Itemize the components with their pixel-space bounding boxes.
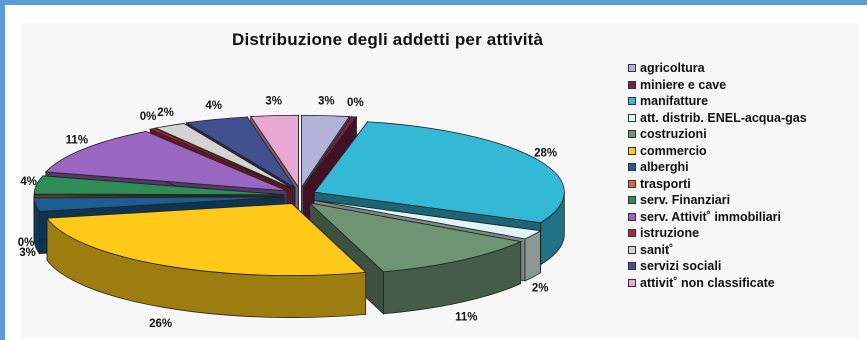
legend-swatch — [628, 278, 636, 287]
chart-title: Distribuzione degli addetti per attività — [232, 30, 544, 49]
legend-item: serv. Finanziari — [628, 192, 807, 209]
legend-swatch — [628, 229, 636, 238]
pie-slice-top — [313, 199, 542, 240]
legend-swatch — [628, 212, 636, 221]
legend-swatch — [628, 179, 636, 188]
legend-item: serv. Attivit˚ immobiliari — [628, 209, 807, 226]
legend-item: trasporti — [628, 176, 807, 193]
legend-item: att. distrib. ENEL-acqua-gas — [628, 110, 807, 127]
pie-data-label: 3% — [318, 95, 335, 107]
legend-swatch — [628, 130, 636, 139]
legend-swatch — [628, 64, 636, 73]
legend-label: miniere e cave — [640, 77, 727, 92]
chart-legend: agricoltura miniere e cave manifatture att.… — [628, 60, 807, 291]
legend-swatch — [628, 97, 636, 106]
pie-slice-top — [148, 127, 292, 190]
legend-label: servizi sociali — [640, 259, 722, 274]
legend-swatch — [628, 262, 636, 271]
legend-label: commercio — [640, 143, 707, 158]
legend-label: sanit˚ — [640, 242, 674, 257]
legend-label: attivit˚ non classificate — [640, 275, 775, 290]
legend-swatch — [628, 113, 636, 122]
pie-data-label: 26% — [149, 318, 172, 330]
legend-swatch — [628, 245, 636, 254]
pie-slice — [46, 202, 367, 318]
legend-label: trasporti — [640, 176, 691, 191]
pie-data-label: 3% — [19, 247, 36, 259]
pie-data-label: 28% — [534, 147, 557, 159]
legend-item: manifatture — [628, 93, 807, 110]
pie-slice-top — [154, 123, 293, 189]
pie-slice-top — [44, 131, 288, 192]
legend-item: attivit˚ non classificate — [628, 275, 807, 292]
pie-slice-top — [33, 196, 285, 212]
legend-label: manifatture — [640, 94, 709, 109]
legend-label: serv. Attivit˚ immobiliari — [640, 209, 782, 224]
pie-slice-top — [33, 175, 285, 196]
pie-data-label: 11% — [66, 134, 88, 146]
legend-item: servizi sociali — [628, 258, 807, 275]
pie-slice-side — [524, 230, 541, 282]
pie-data-label: 0% — [347, 97, 364, 109]
pie-data-label: 2% — [157, 107, 174, 119]
pie-slice-top — [302, 116, 358, 188]
pie-slice-top — [185, 116, 296, 188]
legend-swatch — [628, 163, 636, 172]
pie-data-label: 0% — [18, 237, 35, 249]
pie-slice-top — [46, 203, 367, 276]
legend-label: serv. Finanziari — [640, 193, 731, 208]
pie-data-label: 3% — [265, 95, 282, 107]
legend-swatch — [628, 80, 636, 89]
legend-swatch — [628, 196, 636, 205]
legend-label: costruzioni — [640, 127, 707, 142]
legend-label: agricoltura — [640, 61, 705, 76]
legend-item: alberghi — [628, 159, 807, 176]
pie-slice-top — [308, 202, 523, 273]
pie-data-label: 2% — [532, 282, 549, 294]
pie-data-label: 4% — [205, 100, 222, 112]
legend-item: miniere e cave — [628, 77, 807, 94]
legend-swatch — [628, 146, 636, 155]
legend-label: alberghi — [640, 160, 689, 175]
pie-data-label: 0% — [140, 111, 157, 123]
legend-item: agricoltura — [628, 60, 807, 77]
pie-data-label: 4% — [20, 176, 37, 188]
legend-label: att. distrib. ENEL-acqua-gas — [640, 110, 807, 125]
legend-label: istruzione — [640, 226, 700, 241]
pie-slice-top — [301, 114, 351, 189]
legend-item: sanit˚ — [628, 242, 807, 259]
pie-slice-top — [249, 114, 299, 189]
pie-slice-top — [33, 194, 285, 198]
legend-item: costruzioni — [628, 126, 807, 143]
pie-slice-top — [313, 121, 565, 224]
legend-item: commercio — [628, 143, 807, 160]
legend-item: istruzione — [628, 225, 807, 242]
pie-data-label: 11% — [455, 312, 477, 324]
